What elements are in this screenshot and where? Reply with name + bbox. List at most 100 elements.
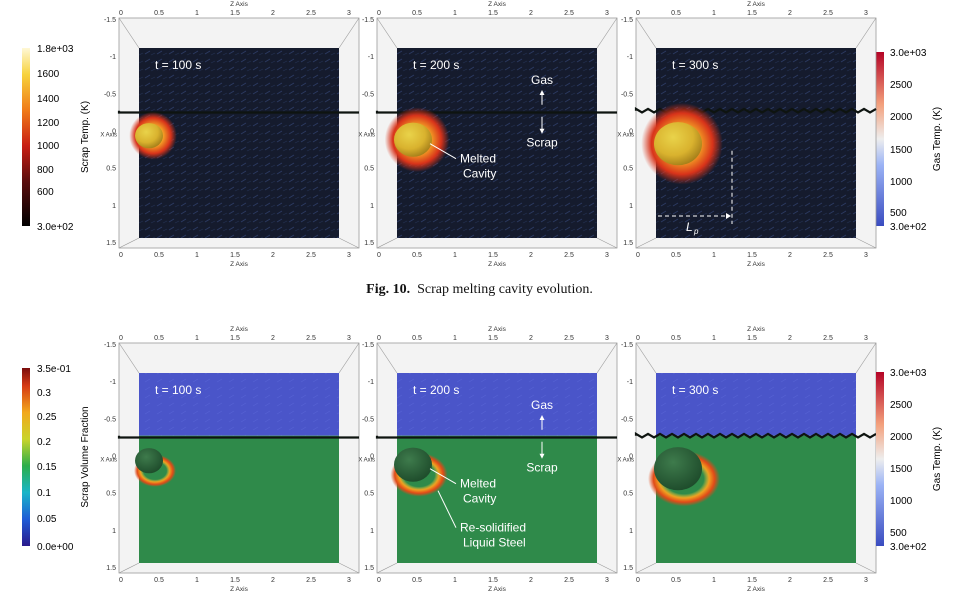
x-tick-left: 0.5 xyxy=(106,491,116,498)
z-tick-bottom: 2.5 xyxy=(823,252,833,259)
z-tick-top: 2 xyxy=(271,335,275,342)
z-tick-top: 1.5 xyxy=(230,335,240,342)
colorbar-tick: 3.0e+03 xyxy=(890,368,927,379)
frame-edge xyxy=(855,17,877,49)
colorbar-gradient xyxy=(876,52,884,226)
z-tick-bottom: 2.5 xyxy=(564,577,574,584)
z-tick-top: 2 xyxy=(529,335,533,342)
figure-caption: Fig. 10. Scrap melting cavity evolution. xyxy=(0,282,959,298)
x-tick-left: -1 xyxy=(110,379,116,386)
z-tick-bottom: 0 xyxy=(377,577,381,584)
colorbar-ticks: 3.5e-01 0.3 0.25 0.2 0.15 0.1 0.05 0.0e+… xyxy=(37,364,74,553)
colorbar-tick: 0.25 xyxy=(37,412,57,423)
scrap-piece xyxy=(654,122,702,166)
resolid-pointer xyxy=(437,490,457,528)
z-tick-top: 0 xyxy=(377,335,381,342)
z-tick-bottom: 1 xyxy=(195,577,199,584)
z-tick-top: 2 xyxy=(788,335,792,342)
gas-steel-interface xyxy=(634,431,877,439)
axis-title-bottom: Z Axis xyxy=(230,261,248,268)
z-tick-top: 0.5 xyxy=(412,335,422,342)
z-tick-top: 3 xyxy=(347,10,351,17)
x-tick-left: -0.5 xyxy=(621,91,633,98)
x-tick-left: 1.5 xyxy=(623,565,633,572)
scrap-arrowhead xyxy=(539,128,545,134)
z-tick-bottom: 1 xyxy=(195,252,199,259)
fig11-panels: 0 0 0.5 0.5 1 1 1.5 1.5 2 2 2.5 2.5 3 3 Z Axis Z Axis -1… xyxy=(100,326,877,593)
scrap-arrowhead xyxy=(539,453,545,459)
axis-title-bottom: Z Axis xyxy=(747,586,765,593)
colorbar-gradient xyxy=(876,372,884,546)
scrap-piece xyxy=(135,448,163,474)
gas-region xyxy=(397,373,597,436)
z-tick-bottom: 0.5 xyxy=(671,252,681,259)
x-tick-left: -1.5 xyxy=(621,342,633,349)
x-tick-left: 0.5 xyxy=(364,491,374,498)
x-tick-left: 0 xyxy=(629,454,633,461)
z-tick-bottom: 2.5 xyxy=(564,252,574,259)
x-tick-left: -1.5 xyxy=(104,342,116,349)
colorbar-tick: 3.0e+02 xyxy=(890,542,927,553)
z-tick-top: 0.5 xyxy=(671,10,681,17)
z-tick-bottom: 0 xyxy=(636,252,640,259)
colorbar-tick: 0.0e+00 xyxy=(37,542,74,553)
colorbar-title: Gas Temp. (K) xyxy=(932,107,943,171)
axis-title-top: Z Axis xyxy=(230,326,248,333)
fig11-panel-2: 0 0 0.5 0.5 1 1 1.5 1.5 2 2 2.5 2.5 3 3 Z Axis Z Axis -1… xyxy=(358,326,618,593)
z-tick-bottom: 1.5 xyxy=(488,252,498,259)
colorbar-tick: 0.1 xyxy=(37,488,51,499)
x-tick-left: 0 xyxy=(629,129,633,136)
x-tick-left: 1.5 xyxy=(623,240,633,247)
z-tick-top: 1 xyxy=(712,10,716,17)
colorbar-title: Scrap Temp. (K) xyxy=(80,101,91,173)
colorbar-tick: 600 xyxy=(37,187,54,198)
axis-title-top: Z Axis xyxy=(747,326,765,333)
x-tick-left: 1.5 xyxy=(364,240,374,247)
z-tick-top: 3 xyxy=(347,335,351,342)
scrap-label: Scrap xyxy=(526,136,558,150)
z-tick-top: 1.5 xyxy=(747,10,757,17)
cavity-label-line2: Cavity xyxy=(463,167,496,181)
z-tick-top: 1 xyxy=(453,335,457,342)
z-tick-bottom: 0.5 xyxy=(412,577,422,584)
gas-label: Gas xyxy=(531,398,553,412)
x-tick-left: 0 xyxy=(370,129,374,136)
x-tick-left: 0.5 xyxy=(106,166,116,173)
colorbar-tick: 1500 xyxy=(890,464,913,475)
colorbar-tick: 1200 xyxy=(37,118,60,129)
x-tick-left: 0.5 xyxy=(364,166,374,173)
colorbar-tick: 3.0e+03 xyxy=(890,48,927,59)
x-tick-left: 1.5 xyxy=(364,565,374,572)
axis-title-left: X Axis xyxy=(100,133,117,139)
z-tick-top: 1.5 xyxy=(488,10,498,17)
colorbar-tick: 0.15 xyxy=(37,462,57,473)
z-tick-bottom: 3 xyxy=(347,252,351,259)
frame-edge xyxy=(635,562,657,574)
x-tick-left: 1 xyxy=(629,528,633,535)
cavity-label-line2: Cavity xyxy=(463,492,496,506)
z-tick-bottom: 1.5 xyxy=(230,577,240,584)
z-tick-top: 2.5 xyxy=(306,10,316,17)
x-tick-left: 0 xyxy=(112,454,116,461)
z-tick-top: 2 xyxy=(271,10,275,17)
z-tick-top: 0.5 xyxy=(412,10,422,17)
fig11-panel-1: 0 0 0.5 0.5 1 1 1.5 1.5 2 2 2.5 2.5 3 3 Z Axis Z Axis -1… xyxy=(100,326,360,593)
z-tick-top: 0 xyxy=(636,10,640,17)
gas-arrowhead xyxy=(539,415,545,420)
scrap-piece xyxy=(394,447,432,482)
z-tick-top: 2 xyxy=(788,10,792,17)
x-tick-left: -1.5 xyxy=(621,17,633,24)
cavity-pointer xyxy=(429,468,457,485)
x-tick-left: -1.5 xyxy=(362,17,374,24)
z-tick-top: 1.5 xyxy=(230,10,240,17)
axis-title-bottom: Z Axis xyxy=(230,586,248,593)
frame-edge xyxy=(596,562,618,574)
colorbar-tick: 1000 xyxy=(890,177,913,188)
lp-arrowhead xyxy=(726,213,731,219)
colorbar-tick: 500 xyxy=(890,208,907,219)
z-tick-top: 0 xyxy=(636,335,640,342)
x-tick-left: 1 xyxy=(112,528,116,535)
liquid-region xyxy=(139,435,339,563)
colorbar-tick: 1500 xyxy=(890,145,913,156)
gas-steel-interface xyxy=(117,435,359,439)
